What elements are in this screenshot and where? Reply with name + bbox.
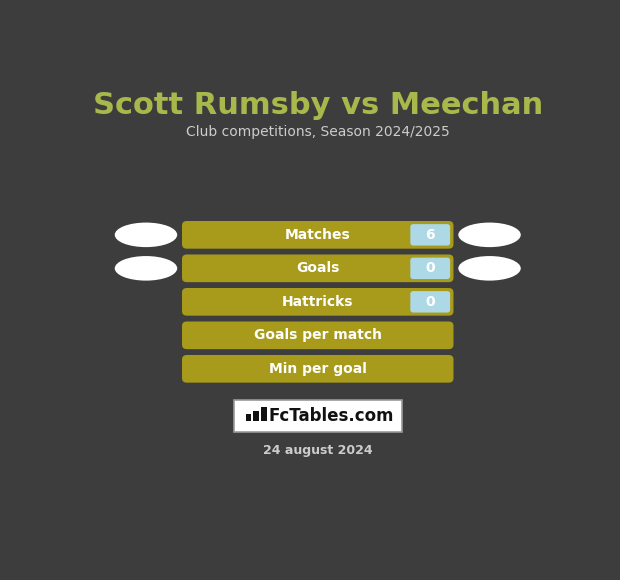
FancyBboxPatch shape bbox=[246, 414, 252, 421]
FancyBboxPatch shape bbox=[410, 291, 450, 313]
FancyBboxPatch shape bbox=[410, 258, 450, 279]
Text: Matches: Matches bbox=[285, 228, 351, 242]
FancyBboxPatch shape bbox=[182, 355, 453, 383]
Text: Scott Rumsby vs Meechan: Scott Rumsby vs Meechan bbox=[92, 91, 543, 120]
Text: 24 august 2024: 24 august 2024 bbox=[263, 444, 373, 456]
FancyBboxPatch shape bbox=[410, 224, 450, 245]
FancyBboxPatch shape bbox=[182, 321, 453, 349]
Text: FcTables.com: FcTables.com bbox=[268, 407, 394, 425]
FancyBboxPatch shape bbox=[234, 400, 402, 432]
Text: 0: 0 bbox=[425, 295, 435, 309]
FancyBboxPatch shape bbox=[261, 407, 267, 421]
Text: Goals: Goals bbox=[296, 262, 339, 275]
FancyBboxPatch shape bbox=[182, 221, 453, 249]
Text: 6: 6 bbox=[425, 228, 435, 242]
Ellipse shape bbox=[458, 256, 521, 281]
Ellipse shape bbox=[115, 223, 177, 247]
Text: Goals per match: Goals per match bbox=[254, 328, 382, 342]
FancyBboxPatch shape bbox=[254, 411, 259, 421]
Text: 0: 0 bbox=[425, 262, 435, 275]
FancyBboxPatch shape bbox=[182, 255, 453, 282]
Text: Club competitions, Season 2024/2025: Club competitions, Season 2024/2025 bbox=[186, 125, 450, 139]
Ellipse shape bbox=[458, 223, 521, 247]
FancyBboxPatch shape bbox=[182, 288, 453, 316]
Text: Min per goal: Min per goal bbox=[269, 362, 366, 376]
Text: Hattricks: Hattricks bbox=[282, 295, 353, 309]
Ellipse shape bbox=[115, 256, 177, 281]
